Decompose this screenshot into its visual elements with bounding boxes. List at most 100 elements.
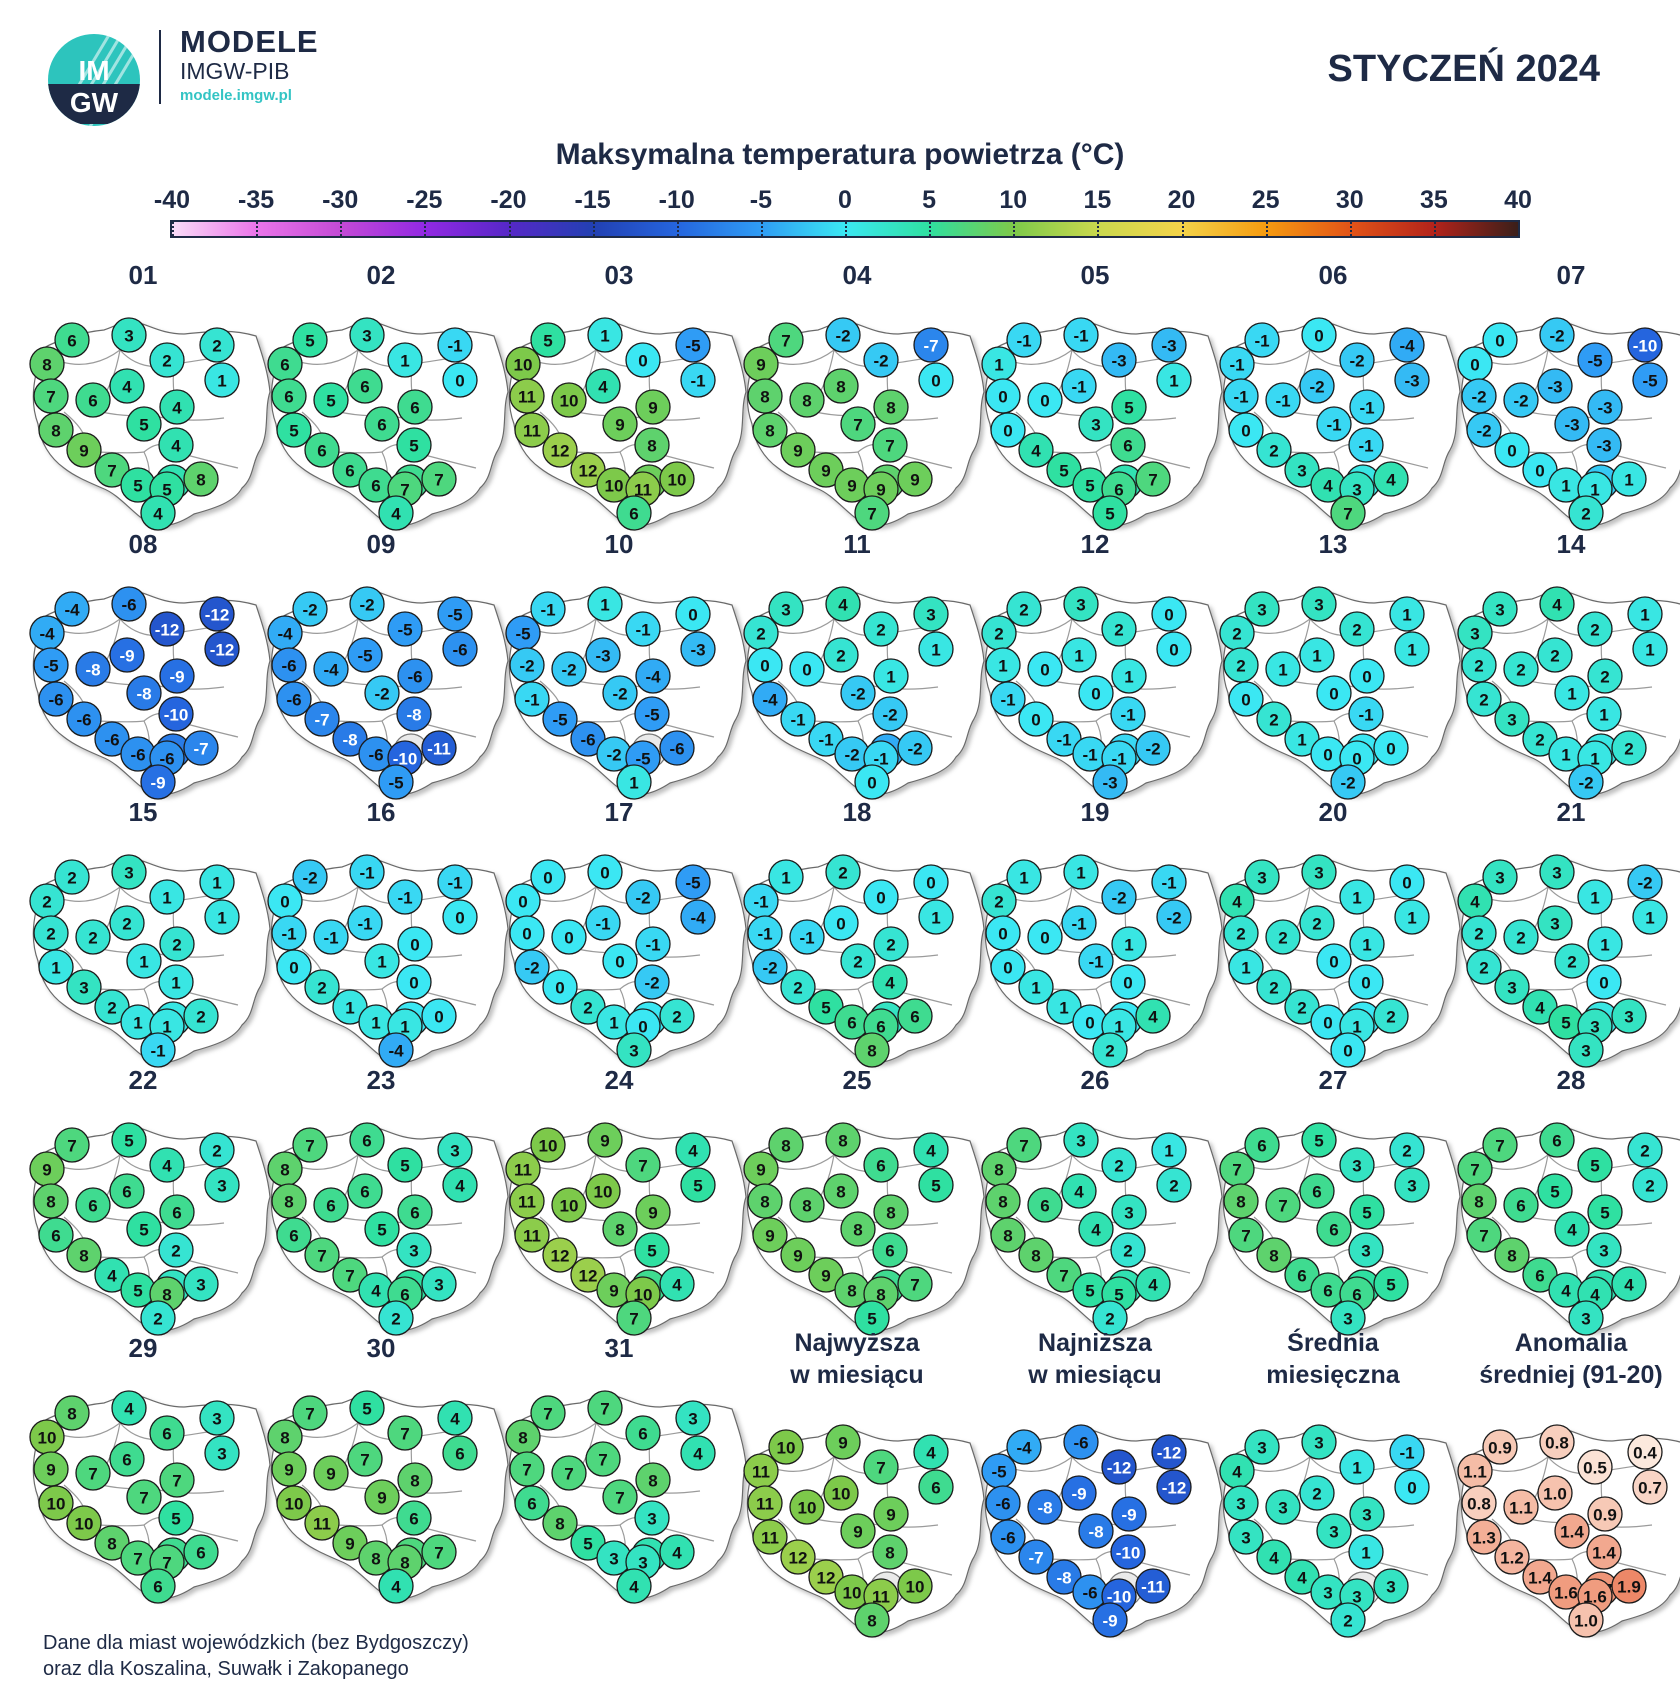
station-marker-gdańsk[interactable]: 3	[1539, 854, 1575, 890]
station-marker-gdańsk[interactable]: 2	[825, 854, 861, 890]
station-marker-lublin[interactable]: -5	[634, 696, 670, 732]
station-marker-toruń[interactable]: 6	[1299, 1173, 1335, 1209]
station-marker-zielona-góra[interactable]: 1	[1228, 949, 1264, 985]
station-marker-gorzów-wlkp-[interactable]: -2	[1461, 378, 1497, 414]
station-marker-gorzów-wlkp-[interactable]: -6	[985, 1485, 1021, 1521]
station-marker-suwałki[interactable]: -1	[1151, 864, 1187, 900]
station-marker-zakopane[interactable]: 3	[1568, 1032, 1604, 1068]
station-marker-lublin[interactable]: -2	[634, 964, 670, 1000]
station-marker-warszawa[interactable]: 8	[873, 1194, 909, 1230]
station-marker-gdańsk[interactable]: 5	[111, 1122, 147, 1158]
station-marker-gdańsk[interactable]: 9	[825, 1424, 861, 1460]
station-marker-olsztyn[interactable]: 5	[1577, 1147, 1613, 1183]
station-marker-wrocław[interactable]: 0	[1018, 701, 1054, 737]
station-marker-toruń[interactable]: 2	[823, 637, 859, 673]
station-marker-zielona-góra[interactable]: 10	[276, 1485, 312, 1521]
station-marker-suwałki[interactable]: 2	[199, 1132, 235, 1168]
station-marker-katowice[interactable]: 1	[358, 1004, 394, 1040]
station-marker-suwałki[interactable]: 4	[913, 1434, 949, 1470]
station-marker-wrocław[interactable]: 2	[1256, 969, 1292, 1005]
station-marker-gorzów-wlkp-[interactable]: 8	[747, 1183, 783, 1219]
station-marker-szczecin[interactable]: 8	[981, 1151, 1017, 1187]
station-marker-poznań[interactable]: -8	[1027, 1489, 1063, 1525]
station-marker-toruń[interactable]: -9	[109, 637, 145, 673]
station-marker-białystok[interactable]: 1	[1156, 362, 1192, 398]
station-marker-warszawa[interactable]: -9	[1111, 1496, 1147, 1532]
station-marker-wrocław[interactable]: 8	[1256, 1237, 1292, 1273]
station-marker-lublin[interactable]: -10	[1110, 1534, 1146, 1570]
station-marker-gdańsk[interactable]: 8	[825, 1122, 861, 1158]
station-marker-olsztyn[interactable]: -3	[1101, 342, 1137, 378]
station-marker-rzeszów[interactable]: 9	[897, 461, 933, 497]
station-marker-białystok[interactable]: 1	[1632, 631, 1668, 667]
station-marker-łódź[interactable]: 2	[840, 943, 876, 979]
station-marker-warszawa[interactable]: 4	[159, 389, 195, 425]
station-marker-suwałki[interactable]: -3	[1151, 327, 1187, 363]
station-marker-toruń[interactable]: -5	[347, 637, 383, 673]
station-marker-suwałki[interactable]: 3	[913, 596, 949, 632]
station-marker-zielona-góra[interactable]: -4	[752, 681, 788, 717]
station-marker-gorzów-wlkp-[interactable]: 6	[271, 378, 307, 414]
station-marker-wrocław[interactable]: 11	[304, 1505, 340, 1541]
station-marker-koszalin[interactable]: -2	[292, 859, 328, 895]
station-marker-lublin[interactable]: 2	[1110, 1232, 1146, 1268]
station-marker-gdańsk[interactable]: -1	[349, 854, 385, 890]
station-marker-lublin[interactable]: 0	[1586, 964, 1622, 1000]
station-marker-zielona-góra[interactable]: 11	[514, 1217, 550, 1253]
station-marker-lublin[interactable]: 3	[1586, 1232, 1622, 1268]
station-marker-białystok[interactable]: -12	[1156, 1469, 1192, 1505]
station-marker-lublin[interactable]: 4	[872, 964, 908, 1000]
station-marker-zakopane[interactable]: 0	[854, 764, 890, 800]
station-marker-zielona-góra[interactable]: -2	[752, 949, 788, 985]
station-marker-gdańsk[interactable]: 1	[1063, 854, 1099, 890]
station-marker-lublin[interactable]: 6	[396, 1500, 432, 1536]
station-marker-gdańsk[interactable]: 3	[111, 854, 147, 890]
station-marker-łódź[interactable]: 0	[1316, 943, 1352, 979]
station-marker-gdańsk[interactable]: 9	[587, 1122, 623, 1158]
station-marker-wrocław[interactable]: 0	[1494, 432, 1530, 468]
station-marker-warszawa[interactable]: 5	[1111, 389, 1147, 425]
station-marker-gorzów-wlkp-[interactable]: 1	[985, 647, 1021, 683]
station-marker-szczecin[interactable]: 1.1	[1457, 1453, 1493, 1489]
station-marker-poznań[interactable]: 0	[551, 919, 587, 955]
station-marker-rzeszów[interactable]: -6	[659, 730, 695, 766]
station-marker-wrocław[interactable]: -7	[304, 701, 340, 737]
station-marker-olsztyn[interactable]: 7	[387, 1415, 423, 1451]
station-marker-katowice[interactable]: 1.6	[1548, 1574, 1584, 1610]
station-marker-rzeszów[interactable]: 4	[1373, 461, 1409, 497]
station-marker-katowice[interactable]: -6	[120, 736, 156, 772]
station-marker-opole[interactable]: 8	[94, 1525, 130, 1561]
station-marker-zakopane[interactable]: 6	[616, 495, 652, 531]
station-marker-zielona-góra[interactable]: 11	[514, 412, 550, 448]
station-marker-olsztyn[interactable]: 2	[1101, 611, 1137, 647]
station-marker-rzeszów[interactable]: 10	[659, 461, 695, 497]
station-marker-białystok[interactable]: -1	[680, 362, 716, 398]
station-marker-poznań[interactable]: 0	[1027, 382, 1063, 418]
station-marker-poznań[interactable]: 10	[789, 1489, 825, 1525]
station-marker-szczecin[interactable]: 11	[743, 1453, 779, 1489]
station-marker-rzeszów[interactable]: 2	[1373, 998, 1409, 1034]
station-marker-szczecin[interactable]: 2	[29, 883, 65, 919]
station-marker-białystok[interactable]: 0	[918, 362, 954, 398]
station-marker-szczecin[interactable]: 10	[29, 1419, 65, 1455]
station-marker-koszalin[interactable]: -1	[1006, 322, 1042, 358]
station-marker-zielona-góra[interactable]: 9	[752, 1217, 788, 1253]
station-marker-koszalin[interactable]: 7	[292, 1395, 328, 1431]
station-marker-warszawa[interactable]: -9	[159, 658, 195, 694]
station-marker-wrocław[interactable]: 8	[1018, 1237, 1054, 1273]
station-marker-rzeszów[interactable]: 10	[897, 1568, 933, 1604]
station-marker-zielona-góra[interactable]: 11	[752, 1519, 788, 1555]
station-marker-białystok[interactable]: 0	[1156, 631, 1192, 667]
station-marker-szczecin[interactable]: 9	[743, 346, 779, 382]
station-marker-zakopane[interactable]: -4	[378, 1032, 414, 1068]
station-marker-gorzów-wlkp-[interactable]: 8	[33, 1183, 69, 1219]
station-marker-zakopane[interactable]: 4	[378, 495, 414, 531]
station-marker-rzeszów[interactable]: 4	[1611, 1266, 1647, 1302]
station-marker-lublin[interactable]: -1	[1348, 696, 1384, 732]
station-marker-białystok[interactable]: 1	[918, 631, 954, 667]
station-marker-lublin[interactable]: 4	[158, 427, 194, 463]
station-marker-rzeszów[interactable]: 8	[183, 461, 219, 497]
station-marker-zielona-góra[interactable]: 1.3	[1466, 1519, 1502, 1555]
station-marker-zakopane[interactable]: 2	[1568, 495, 1604, 531]
station-marker-poznań[interactable]: -4	[313, 651, 349, 687]
